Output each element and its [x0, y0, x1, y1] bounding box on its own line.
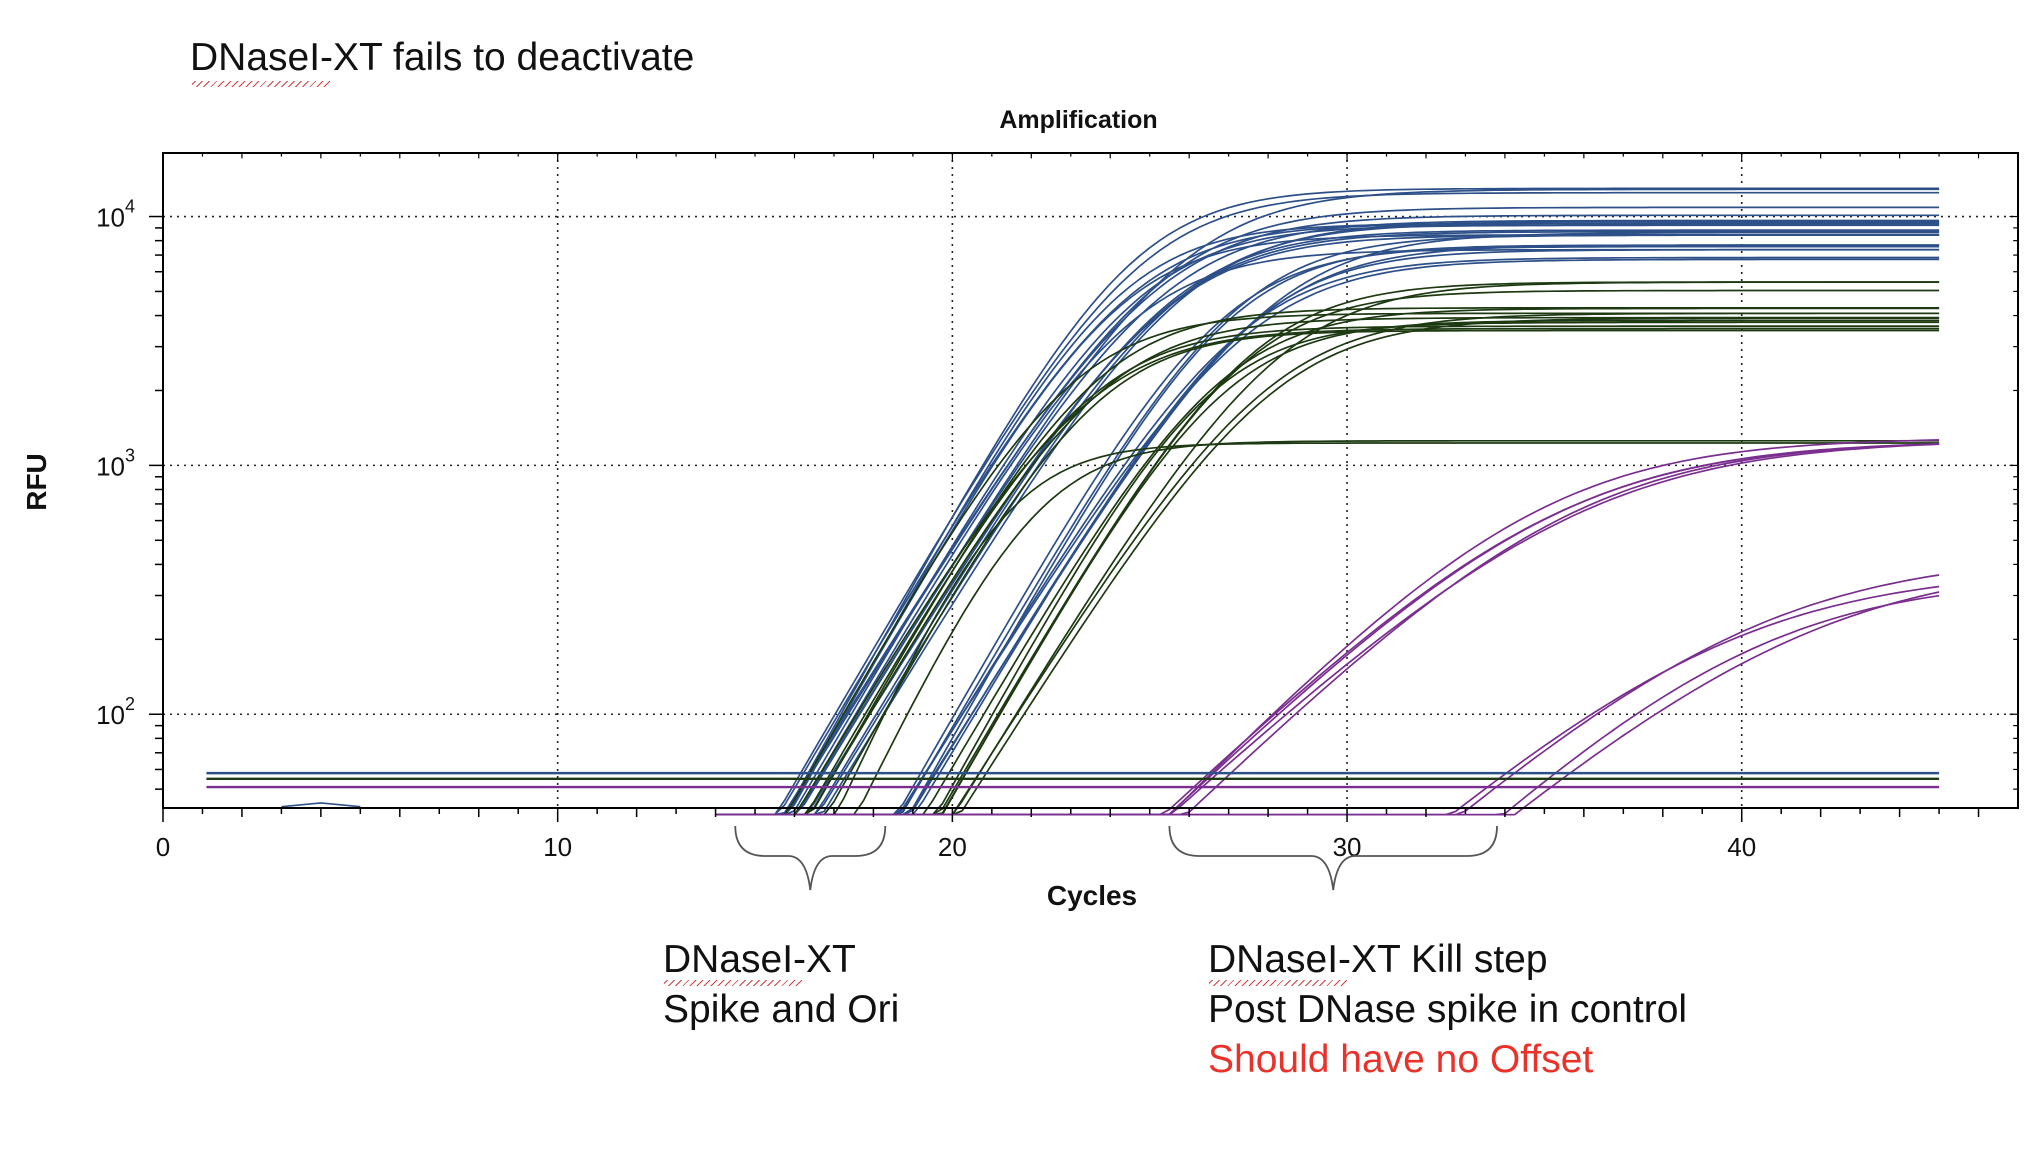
x-tick-label: 0: [156, 832, 170, 862]
amplification-curve: [715, 439, 1940, 816]
annotation-left-line1: DNaseI-XT: [663, 938, 856, 981]
curly-bracket: [1168, 825, 1498, 891]
amplification-curve: [715, 244, 1940, 816]
annotation-left: DNaseI-XT Spike and Ori: [663, 935, 899, 1035]
amplification-curve: [715, 258, 1940, 816]
amplification-curve: [715, 312, 1940, 816]
chart-title: Amplification: [999, 106, 1157, 134]
series-group: [715, 439, 1940, 816]
amplification-curve: [715, 325, 1940, 816]
amplification-curve: [715, 289, 1940, 816]
annotation-right-line3: Should have no Offset: [1208, 1038, 1594, 1081]
series-group: [715, 231, 1940, 816]
amplification-curve: [715, 327, 1940, 816]
figure-title: DNaseI-XT fails to deactivate: [190, 36, 695, 79]
baseline-blip: [281, 802, 361, 808]
spellcheck-underline: [192, 81, 330, 87]
series-group: [715, 306, 1940, 816]
series-group: [715, 574, 1940, 816]
grid-layer: [163, 153, 2018, 808]
annotation-right: DNaseI-XT Kill step Post DNase spike in …: [1208, 935, 1687, 1085]
series-group: [715, 187, 1940, 816]
x-tick-label: 40: [1727, 832, 1756, 862]
y-tick-label: 104: [96, 197, 135, 233]
amplification-curve: [715, 248, 1940, 816]
amplification-curve: [715, 230, 1940, 816]
series-group: [715, 281, 1940, 816]
amplification-curve: [715, 594, 1940, 816]
amplification-curve: [715, 234, 1940, 816]
x-tick-label: 10: [543, 832, 572, 862]
spellcheck-underline: [664, 980, 802, 986]
y-axis-label: RFU: [21, 453, 52, 511]
series-layer: [206, 187, 1940, 816]
amplification-curve: [715, 224, 1940, 816]
amplification-curve: [715, 222, 1940, 816]
annotation-right-line1: DNaseI-XT Kill step: [1208, 938, 1548, 981]
amplification-curve: [715, 231, 1940, 816]
plot-frame: [162, 152, 2019, 809]
amplification-curve: [715, 222, 1940, 816]
amplification-curve: [715, 188, 1940, 816]
amplification-curve: [715, 306, 1940, 816]
amplification-curve: [715, 321, 1940, 816]
tick-layer: 0 10 20 30 40 102 103 104: [96, 153, 2018, 862]
amplification-curve: [715, 442, 1940, 816]
amplification-curve: [715, 222, 1940, 816]
x-tick-label: 20: [938, 832, 967, 862]
amplification-curve: [715, 319, 1940, 816]
amplification-curve: [715, 281, 1940, 816]
label-layer: Amplification Cycles RFU: [21, 106, 1158, 911]
amplification-curve: [715, 220, 1940, 816]
amplification-curve: [715, 316, 1940, 816]
amplification-curve: [715, 312, 1940, 816]
amplification-curve: [715, 191, 1940, 816]
x-axis-label: Cycles: [1047, 880, 1137, 911]
amplification-curve: [715, 206, 1940, 816]
amplification-curve: [715, 281, 1940, 816]
amplification-curve: [715, 187, 1940, 816]
y-tick-label: 102: [96, 694, 135, 730]
amplification-curve: [715, 229, 1940, 816]
annotation-left-line2: Spike and Ori: [663, 988, 900, 1031]
spellcheck-underline: [1209, 980, 1347, 986]
series-group: [715, 439, 1940, 816]
curly-bracket: [734, 825, 887, 891]
amplification-curve: [715, 317, 1940, 816]
amplification-curve: [715, 329, 1940, 816]
bracket-layer: [734, 825, 1498, 891]
amplification-curve: [715, 307, 1940, 816]
amplification-curve: [715, 591, 1940, 816]
y-tick-label: 103: [96, 445, 135, 481]
amplification-curve: [715, 214, 1940, 816]
amplification-curve: [715, 439, 1940, 816]
annotation-right-line2: Post DNase spike in control: [1208, 988, 1688, 1031]
x-tick-label: 30: [1333, 832, 1362, 862]
